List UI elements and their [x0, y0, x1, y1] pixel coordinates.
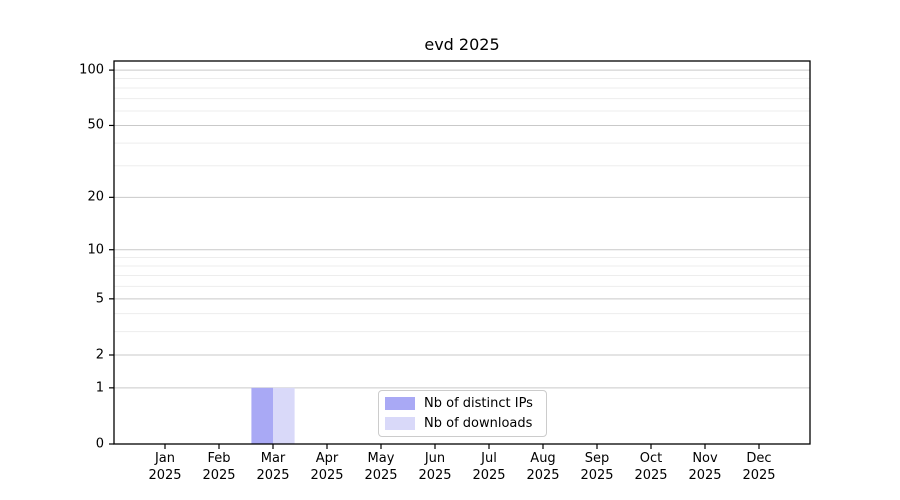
y-tick-label-20: 20: [87, 189, 104, 205]
legend-item-downloads: Nb of downloads: [385, 416, 538, 431]
legend-swatch-downloads-icon: [385, 417, 415, 430]
x-tick-label-jun: Jun 2025: [418, 451, 452, 483]
x-tick-label-may: May 2025: [364, 451, 398, 483]
x-tick-label-jul: Jul 2025: [472, 451, 506, 483]
bar-distinct-ips-mar: [251, 387, 273, 444]
x-tick-label-feb: Feb 2025: [202, 451, 236, 483]
bar-downloads-mar: [273, 387, 295, 444]
legend-label-distinct-ips: Nb of distinct IPs: [424, 396, 533, 411]
x-tick-label-apr: Apr 2025: [310, 451, 344, 483]
y-tick-label-0: 0: [95, 436, 104, 452]
axes-spines: [113, 60, 811, 445]
legend-item-distinct-ips: Nb of distinct IPs: [385, 396, 538, 411]
x-tick-label-nov: Nov 2025: [688, 451, 722, 483]
y-tick-label-2: 2: [95, 347, 104, 363]
x-tick-label-sep: Sep 2025: [580, 451, 614, 483]
x-tick-label-dec: Dec 2025: [742, 451, 776, 483]
x-tick-label-oct: Oct 2025: [634, 451, 668, 483]
legend: Nb of distinct IPs Nb of downloads: [378, 390, 547, 437]
x-tick-label-mar: Mar 2025: [256, 451, 290, 483]
y-tick-label-5: 5: [95, 291, 104, 307]
legend-label-downloads: Nb of downloads: [424, 416, 533, 431]
y-tick-label-100: 100: [79, 62, 104, 78]
y-tick-label-50: 50: [87, 117, 104, 133]
y-tick-label-10: 10: [87, 242, 104, 258]
chart-title: evd 2025: [424, 35, 500, 54]
legend-swatch-distinct-ips-icon: [385, 397, 415, 410]
y-tick-label-1: 1: [95, 380, 104, 396]
x-tick-label-aug: Aug 2025: [526, 451, 560, 483]
x-tick-label-jan: Jan 2025: [148, 451, 182, 483]
